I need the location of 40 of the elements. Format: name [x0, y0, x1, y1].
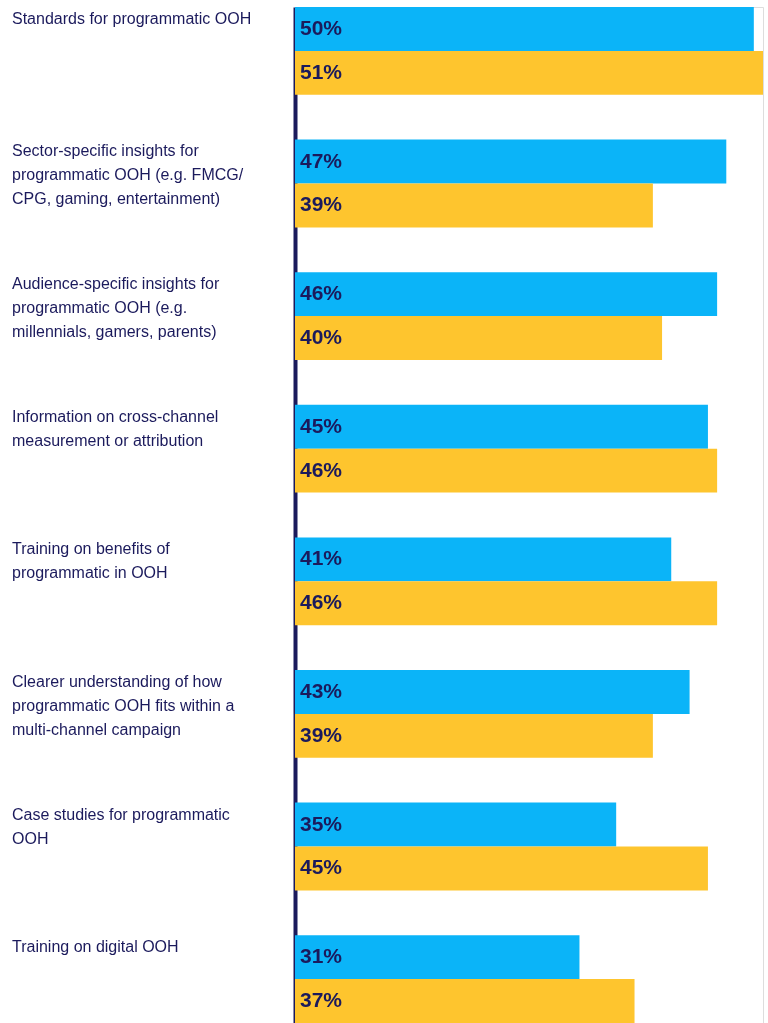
bar [295, 139, 727, 184]
data-label: 39% [300, 192, 343, 216]
data-label: 39% [300, 722, 343, 746]
bar [295, 935, 580, 980]
data-label: 41% [300, 546, 343, 570]
data-label: 45% [300, 855, 343, 879]
data-label: 37% [300, 988, 343, 1012]
y-tick-label: Information on cross-channel measurement or attribution [12, 407, 219, 449]
y-tick-label: Training on benefits of programmatic in OOH [12, 540, 171, 582]
bar [295, 183, 653, 228]
bar [295, 7, 754, 51]
data-label: 46% [300, 281, 343, 305]
y-tick-label: Standards for programmatic OOH [12, 9, 252, 27]
data-label: 46% [300, 457, 343, 481]
data-label: 31% [300, 944, 343, 968]
data-label: 46% [300, 590, 343, 614]
bar [295, 537, 672, 582]
y-tick-label: Sector-specific insights for programmatic OOH (e.g. FMCG/ CPG, gaming, entertainment) [12, 142, 244, 208]
bar [295, 846, 708, 891]
bar [295, 581, 718, 626]
bar [295, 404, 708, 449]
bar [295, 670, 690, 714]
y-tick-label: Audience-specific insights for programmatic OOH (e.g. millennials, gamers, parents) [12, 275, 220, 341]
y-tick-label: Case studies for programmatic OOH [12, 805, 230, 847]
data-label: 43% [300, 678, 343, 702]
y-tick-label: Clearer understanding of how programmatic OOH fits within a multi-channel campaign [12, 672, 235, 738]
y-tick-label: Training on digital OOH [12, 938, 179, 956]
bar [295, 713, 653, 758]
bar [295, 272, 718, 317]
bar [295, 802, 617, 847]
data-label: 51% [300, 59, 343, 83]
bar [295, 979, 635, 1023]
data-label: 35% [300, 811, 343, 835]
bar [295, 50, 763, 95]
data-label: 50% [300, 15, 343, 39]
data-label: 40% [300, 325, 343, 349]
data-label: 45% [300, 413, 343, 437]
data-label: 47% [300, 148, 343, 172]
bar [295, 448, 718, 493]
bar [295, 316, 663, 360]
